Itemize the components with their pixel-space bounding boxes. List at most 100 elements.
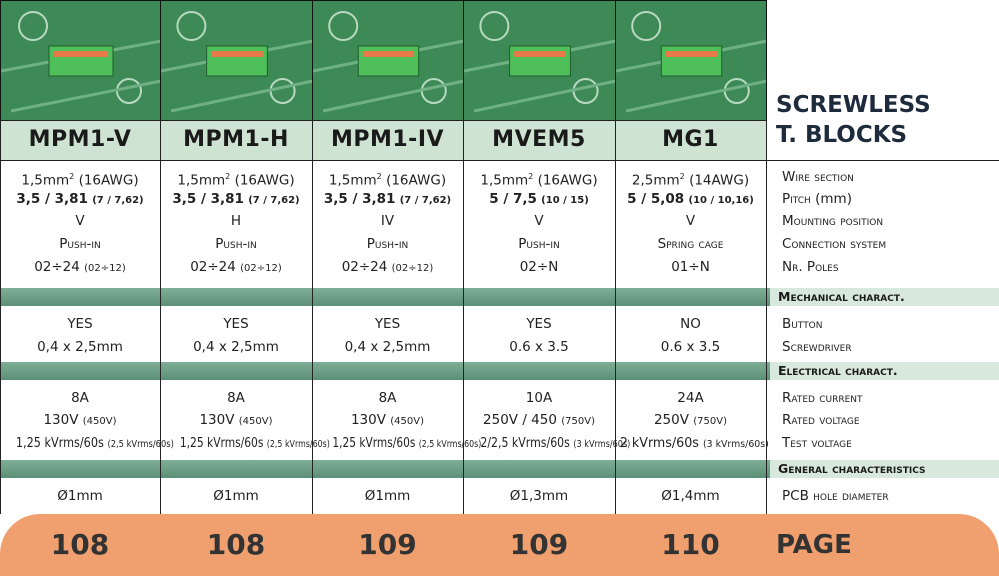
product-name: MVEM5: [463, 120, 615, 160]
cell: 0.6 x 3.5: [463, 336, 615, 358]
cell-text: V: [75, 213, 85, 229]
column-rule: [615, 120, 616, 514]
cell-content: 1,5mm2 (16AWG): [329, 166, 446, 192]
cell-text: 10A: [525, 390, 553, 406]
label-text: Pitch: [782, 191, 811, 207]
cell-text: 250V / 450: [483, 412, 557, 428]
section-band: [0, 362, 999, 380]
row-label: PCB hole diameter: [782, 485, 889, 507]
cell: V: [0, 210, 160, 232]
cell-text: 5 / 5,08: [627, 191, 685, 207]
product-image: [160, 0, 313, 121]
cell: 130V (450V): [0, 409, 160, 433]
column-rule: [0, 120, 1, 514]
row-rule: [0, 120, 766, 121]
cell-small: (450V): [238, 416, 273, 427]
product-name: MPM1-V: [0, 120, 160, 160]
section-heading: Electrical charact.: [770, 362, 999, 380]
cell-small: (2,5 kVrms/60s): [418, 439, 482, 450]
cell-content: H: [231, 210, 241, 232]
cell-text: Ø1mm: [213, 488, 259, 504]
cell-content: Ø1mm: [213, 485, 259, 507]
cell-small: (02÷12): [240, 263, 282, 274]
page-number: 108: [206, 528, 266, 561]
row-label: Nr. Poles: [782, 256, 839, 278]
cell-text: 0.6 x 3.5: [509, 339, 569, 355]
cell-text: 250V: [653, 412, 689, 428]
cell: 3,5 / 3,81 (7 / 7,62): [312, 188, 463, 212]
row-label: Wire section: [782, 166, 854, 188]
cell-content: 10A: [526, 387, 552, 409]
product-image: [615, 0, 767, 121]
cell-small: (7 / 7,62): [399, 195, 452, 206]
cell-text: 0,4 x 2,5mm: [193, 339, 279, 355]
cell-content: 1,5mm2 (16AWG): [21, 166, 138, 192]
cell: 0,4 x 2,5mm: [0, 336, 160, 358]
footer-band: [0, 514, 999, 576]
cell-text: YES: [374, 316, 401, 332]
title-line: T. BLOCKS: [776, 122, 908, 148]
cell-text: 02÷24: [34, 259, 80, 275]
cell-content: 3,5 / 3,81 (7 / 7,62): [172, 188, 299, 212]
cell-small: (02÷12): [391, 263, 434, 274]
cell-after: (16AWG): [234, 172, 295, 189]
cell-sup: 2: [528, 172, 534, 181]
cell: Ø1,4mm: [615, 485, 766, 507]
column-rule: [463, 120, 464, 514]
cell-text: 3,5 / 3,81: [16, 191, 88, 207]
cell: 01÷N: [615, 256, 766, 278]
cell-content: 8A: [379, 387, 397, 409]
section-heading: Mechanical charact.: [770, 288, 999, 306]
cell-small: (10 / 10,16): [688, 195, 754, 206]
cell: Ø1mm: [0, 485, 160, 507]
cell-content: 2,5mm2 (14AWG): [632, 166, 749, 192]
cell-content: Push-in: [367, 233, 408, 255]
label-text: PCB hole diameter: [782, 488, 889, 504]
cell: Push-in: [312, 233, 463, 255]
cell-content: Ø1mm: [57, 485, 103, 507]
cell-small: (450V): [82, 416, 117, 427]
cell-text: 1,5mm: [480, 172, 529, 189]
cell-small: (450V): [390, 416, 425, 427]
cell-content: 1,25 kVrms/60s (2,5 kVrms/60s): [180, 432, 330, 456]
cell-content: 24A: [677, 387, 703, 409]
cell: 1,5mm2 (16AWG): [0, 166, 160, 192]
cell: IV: [312, 210, 463, 232]
product-image: [463, 0, 616, 121]
label-text: Button: [782, 316, 823, 332]
label-text: Rated current: [782, 390, 863, 406]
cell-text: 2 kVrms/60s: [619, 435, 699, 451]
product-image: [0, 0, 161, 121]
cell-sup: 2: [679, 172, 685, 181]
cell-content: 3,5 / 3,81 (7 / 7,62): [324, 188, 451, 212]
cell-content: YES: [67, 313, 92, 335]
cell-sup: 2: [69, 172, 75, 181]
cell-content: 02÷N: [520, 256, 559, 278]
cell-content: YES: [375, 313, 400, 335]
cell-content: Ø1mm: [365, 485, 411, 507]
cell-text: 8A: [378, 390, 397, 406]
cell-content: V: [686, 210, 695, 232]
product-photo: [313, 1, 463, 120]
cell-text: Push-in: [518, 236, 560, 252]
cell: NO: [615, 313, 766, 335]
section-heading: General characteristics: [770, 460, 999, 478]
page-number: 108: [50, 528, 110, 561]
cell-text: V: [685, 213, 696, 229]
cell-text: 3,5 / 3,81: [323, 191, 396, 207]
cell: 8A: [312, 387, 463, 409]
cell-content: 02÷24 (02÷12): [34, 256, 126, 280]
cell: 02÷N: [463, 256, 615, 278]
cell: YES: [160, 313, 312, 335]
cell: Ø1,3mm: [463, 485, 615, 507]
cell: 250V / 450 (750V): [463, 409, 615, 433]
cell-text: 130V: [43, 412, 79, 428]
cell-content: Push-in: [518, 233, 559, 255]
cell-text: 2/2,5 kVrms/60s: [480, 435, 570, 451]
cell-content: 0.6 x 3.5: [509, 336, 569, 358]
cell-text: 1,5mm: [177, 172, 226, 189]
cell: 24A: [615, 387, 766, 409]
cell: 250V (750V): [615, 409, 766, 433]
cell-content: 01÷N: [671, 256, 710, 278]
cell-text: 8A: [71, 390, 89, 406]
